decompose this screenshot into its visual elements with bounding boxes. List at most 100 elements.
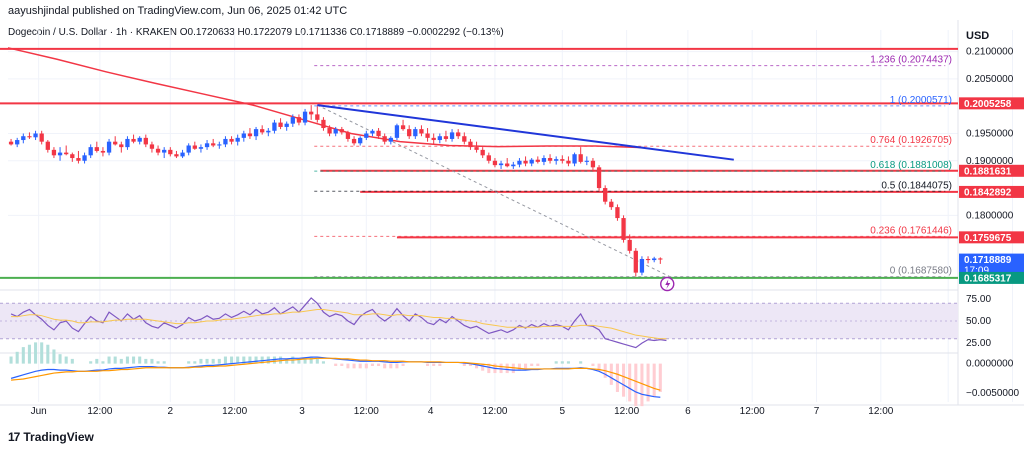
rsi-axis-label: 75.00 <box>966 294 991 305</box>
candle <box>388 136 393 145</box>
time-axis-label: 12:00 <box>740 406 765 417</box>
candle-body <box>284 123 289 127</box>
candle <box>137 136 142 145</box>
candle <box>658 257 663 264</box>
candle-body <box>186 145 191 153</box>
candle-body <box>106 141 112 153</box>
descending-trendline <box>317 104 734 161</box>
candle-body <box>76 158 81 161</box>
fib-level-label: 0.5 (0.1844075) <box>881 180 952 191</box>
macd-pane: 0.0000000 −0.0050000 <box>9 342 1020 407</box>
fibonacci-retracement: 1.236 (0.2074437) 1 (0.2000571) 0.764 (0.1… <box>314 55 952 278</box>
candle-body <box>658 258 663 260</box>
time-axis-label: 12:00 <box>87 406 112 417</box>
candle-body <box>590 160 596 168</box>
price-badge-bg <box>959 164 1024 177</box>
candle-body <box>27 136 32 138</box>
candle-body <box>119 144 124 148</box>
candle-body <box>535 159 540 162</box>
candle-body <box>192 145 197 149</box>
rsi-pane: 75.00 50.00 25.00 <box>0 294 991 349</box>
candle <box>345 130 351 142</box>
candle <box>106 138 112 156</box>
candle-body <box>253 129 259 137</box>
candle-body <box>15 140 20 145</box>
time-axis-label: 3 <box>299 406 305 417</box>
price-badge-bg <box>959 185 1024 198</box>
candle-body <box>125 138 130 148</box>
candle-body <box>449 132 455 139</box>
candle <box>125 136 130 150</box>
candle-body <box>382 136 387 142</box>
price-badge: 0.1759675 <box>959 231 1024 244</box>
candle <box>596 165 602 191</box>
candle <box>492 158 498 168</box>
candle-body <box>492 160 498 166</box>
candle <box>229 136 234 145</box>
candle <box>57 147 63 161</box>
candle-body <box>266 130 271 133</box>
price-axis-label: 0.1900000 <box>966 156 1014 167</box>
candle-body <box>474 147 479 150</box>
candle <box>278 118 283 130</box>
candle-body <box>57 152 63 156</box>
candle-body <box>609 201 614 208</box>
price-badge: 0.2005258 <box>959 97 1024 110</box>
candle <box>652 256 657 263</box>
candle <box>180 149 185 159</box>
candle <box>419 125 424 137</box>
candle <box>505 158 510 168</box>
candle-body <box>621 218 626 240</box>
candle-body <box>131 138 136 142</box>
candle <box>235 134 240 146</box>
candle <box>468 138 473 150</box>
candle-body <box>645 258 651 261</box>
candle <box>370 129 375 137</box>
price-badge-label: 0.2005258 <box>964 99 1012 110</box>
candle <box>94 141 99 153</box>
candle <box>162 147 167 159</box>
candle <box>456 129 461 139</box>
candle-body <box>223 138 228 145</box>
candle-body <box>443 136 449 139</box>
candle <box>217 141 222 149</box>
candle-body <box>388 137 393 142</box>
candle-body <box>8 141 14 145</box>
candle-body <box>541 158 547 162</box>
candle <box>627 234 632 254</box>
candle-body <box>339 129 344 133</box>
candle-body <box>370 130 375 134</box>
candle-body <box>296 117 302 123</box>
candle <box>33 130 38 141</box>
candle-body <box>596 167 602 189</box>
candle <box>131 134 136 144</box>
candle <box>168 147 173 157</box>
candle <box>609 198 614 210</box>
candle <box>284 121 289 131</box>
candle <box>621 215 626 243</box>
candle <box>51 147 57 159</box>
candle-body <box>162 149 167 153</box>
candles <box>8 105 663 277</box>
price-badge: 0.1685317 <box>959 271 1024 284</box>
candle-body <box>400 125 406 130</box>
price-badge-label: 0.1685317 <box>964 273 1012 284</box>
candle-body <box>437 136 442 141</box>
macd-axis-label: −0.0050000 <box>966 388 1020 399</box>
time-axis-label: 7 <box>814 406 820 417</box>
candle <box>315 106 320 123</box>
candle <box>523 156 528 167</box>
candle-body <box>149 144 155 149</box>
currency-label[interactable]: USD <box>966 30 990 42</box>
candle-body <box>505 163 510 167</box>
candle <box>21 133 26 144</box>
candle <box>241 130 246 142</box>
price-badge-bg <box>959 97 1024 110</box>
candle-body <box>70 154 75 159</box>
candle-body <box>88 147 93 156</box>
candle <box>400 119 406 131</box>
candle-body <box>260 129 265 133</box>
candle <box>155 145 161 156</box>
candle <box>198 144 204 153</box>
